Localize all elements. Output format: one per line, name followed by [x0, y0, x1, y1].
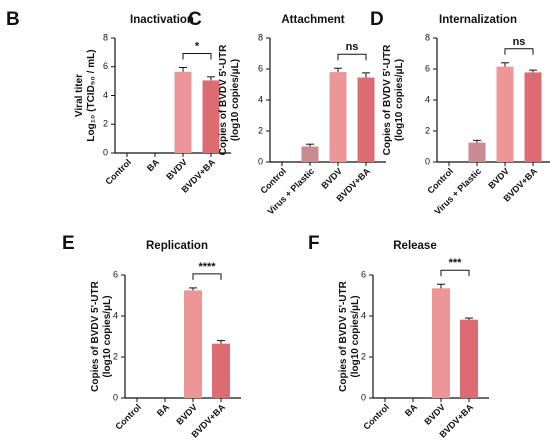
- chart-title: Replication: [146, 240, 208, 252]
- x-tick-label: Control: [361, 402, 391, 432]
- panel-label: F: [308, 233, 320, 254]
- y-axis-label: (log10 copies/μL): [394, 59, 405, 141]
- y-axis-label: Copies of BVDV 5'-UTR: [90, 280, 101, 391]
- bar-bvdv-ba: [460, 319, 478, 398]
- bar-bvdv: [432, 288, 450, 398]
- panel-label: D: [370, 9, 384, 30]
- bar-bvdv: [329, 72, 347, 162]
- y-tick-label: 6: [103, 61, 108, 71]
- y-tick-label: 0: [103, 147, 108, 157]
- significance-bracket: [182, 52, 212, 60]
- significance-label: ns: [346, 41, 359, 53]
- y-tick-label: 4: [425, 94, 430, 104]
- bar-bvdv-ba: [212, 343, 230, 398]
- y-tick-label: 6: [361, 269, 366, 279]
- y-axis-label: (log10 copies/μL): [230, 59, 241, 141]
- bar-virus-plastic: [468, 142, 486, 162]
- significance-bracket: [337, 53, 367, 61]
- y-axis-label: (log10 copies/μL): [350, 295, 361, 377]
- y-axis-label: Copies of BVDV 5'-UTR: [338, 280, 349, 391]
- y-tick-label: 0: [361, 392, 366, 402]
- chart-title: Release: [393, 240, 436, 252]
- significance-bracket: [192, 273, 222, 280]
- bar-bvdv: [184, 290, 202, 398]
- x-tick-label: BA: [403, 402, 420, 419]
- y-tick-label: 8: [425, 32, 430, 42]
- x-tick-label: BA: [155, 402, 172, 419]
- y-tick-label: 2: [425, 125, 430, 135]
- significance-bracket: [440, 269, 470, 277]
- y-tick-label: 2: [258, 125, 263, 135]
- y-axis-label: Log₁₀ (TCID₅₀ / mL): [86, 49, 97, 141]
- y-tick-label: 0: [425, 156, 430, 166]
- y-tick-label: 0: [113, 392, 118, 402]
- bar-bvdv-ba: [357, 77, 375, 162]
- significance-label: ****: [198, 261, 216, 273]
- y-tick-label: 2: [103, 119, 108, 129]
- y-tick-label: 4: [103, 90, 108, 100]
- significance-bracket: [504, 48, 534, 55]
- chart-panel-f: F Release Copies of BVDV 5'-UTR (log10 copi…: [308, 233, 489, 440]
- y-tick-label: 2: [361, 351, 366, 361]
- x-tick-label: BVDV: [319, 166, 344, 191]
- x-tick-label: Control: [113, 402, 143, 432]
- y-tick-label: 2: [113, 351, 118, 361]
- y-axis-label: (log10 copies/μL): [102, 295, 113, 377]
- x-tick-label: Control: [103, 157, 133, 187]
- y-tick-label: 8: [258, 32, 263, 42]
- y-tick-label: 6: [113, 269, 118, 279]
- significance-label: ns: [513, 36, 526, 48]
- panel-label: B: [6, 9, 20, 30]
- x-tick-label: BVDV: [486, 166, 511, 191]
- y-tick-label: 8: [103, 32, 108, 42]
- bar-bvdv: [174, 71, 192, 153]
- x-tick-label: BVDV: [164, 157, 189, 182]
- y-tick-label: 4: [361, 310, 366, 320]
- bar-bvdv: [496, 66, 514, 162]
- y-tick-label: 0: [258, 156, 263, 166]
- chart-panel-b: B Inactivation Viral titer Log₁₀ (TCID₅₀ / …: [6, 9, 231, 195]
- bar-virus-plastic: [301, 146, 319, 162]
- y-axis-label: Copies of BVDV 5'-UTR: [382, 44, 393, 155]
- chart-panel-e: E Replication Copies of BVDV 5'-UTR (log10 …: [62, 233, 241, 440]
- x-tick-label: BVDV: [174, 402, 199, 427]
- y-axis-label: Copies of BVDV 5'-UTR: [218, 44, 229, 155]
- chart-title: Inactivation: [130, 14, 194, 26]
- y-axis-label: Viral titer: [74, 74, 85, 117]
- y-tick-label: 6: [258, 63, 263, 73]
- chart-title: Attachment: [281, 14, 344, 26]
- panel-label: C: [188, 9, 202, 30]
- chart-title: Internalization: [439, 14, 517, 26]
- bar-bvdv-ba: [202, 80, 220, 153]
- x-tick-label: BA: [145, 157, 162, 174]
- chart-panel-d: D Internalization Copies of BVDV 5'-UTR (lo…: [370, 9, 550, 217]
- significance-label: ***: [449, 257, 463, 269]
- panel-label: E: [62, 233, 75, 254]
- x-tick-label: BVDV: [422, 402, 447, 427]
- y-tick-label: 6: [425, 63, 430, 73]
- y-tick-label: 4: [258, 94, 263, 104]
- chart-panel-c: C Attachment Copies of BVDV 5'-UTR (log10 c…: [188, 9, 386, 217]
- bar-bvdv-ba: [524, 72, 542, 162]
- significance-label: *: [195, 40, 200, 52]
- y-tick-label: 4: [113, 310, 118, 320]
